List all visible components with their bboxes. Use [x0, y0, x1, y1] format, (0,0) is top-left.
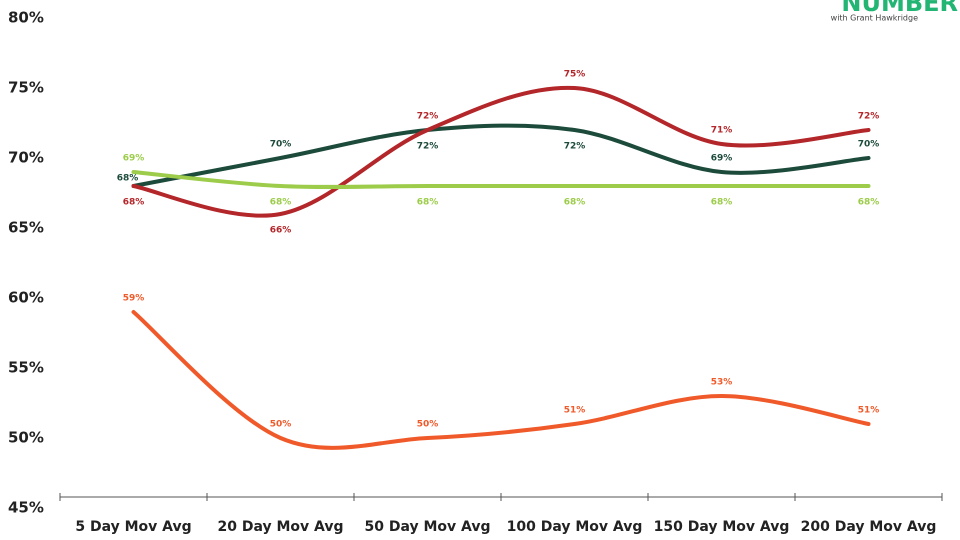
value-label: 68% — [711, 198, 733, 208]
value-label: 51% — [858, 406, 880, 416]
value-label: 66% — [270, 226, 292, 236]
value-label: 72% — [564, 142, 586, 152]
value-label: 70% — [858, 140, 880, 150]
x-tick-label: 20 Day Mov Avg — [217, 519, 343, 535]
y-tick-label: 80% — [8, 9, 44, 27]
line — [131, 85, 871, 218]
value-label: 72% — [858, 112, 880, 122]
line — [131, 170, 871, 190]
x-tick-label: 200 Day Mov Avg — [801, 519, 937, 535]
value-label: 59% — [123, 294, 145, 304]
value-label: 75% — [564, 70, 586, 80]
x-tick-label: 50 Day Mov Avg — [364, 519, 490, 535]
value-label: 68% — [858, 198, 880, 208]
value-label: 69% — [123, 154, 145, 164]
y-tick-label: 55% — [8, 359, 44, 377]
y-tick-label: 50% — [8, 429, 44, 447]
logo-subtitle: with Grant Hawkridge — [831, 14, 918, 23]
value-label: 72% — [417, 142, 439, 152]
value-label: 53% — [711, 378, 733, 388]
value-label: 50% — [417, 420, 439, 430]
value-label: 70% — [270, 140, 292, 150]
x-tick-label: 100 Day Mov Avg — [507, 519, 643, 535]
x-tick-label: 150 Day Mov Avg — [654, 519, 790, 535]
line — [131, 310, 871, 450]
y-tick-label: 45% — [8, 499, 44, 517]
y-tick-label: 60% — [8, 289, 44, 307]
value-label: 72% — [417, 112, 439, 122]
line — [131, 123, 871, 188]
y-tick-label: 65% — [8, 219, 44, 237]
value-label: 68% — [123, 198, 145, 208]
y-tick-label: 70% — [8, 149, 44, 167]
value-label: 68% — [117, 174, 139, 184]
value-label: 50% — [270, 420, 292, 430]
x-tick-label: 5 Day Mov Avg — [75, 519, 191, 535]
logo-title: NUMBER — [841, 0, 958, 17]
value-label: 51% — [564, 406, 586, 416]
y-tick-label: 75% — [8, 79, 44, 97]
value-label: 71% — [711, 126, 733, 136]
value-label: 68% — [564, 198, 586, 208]
value-label: 69% — [711, 154, 733, 164]
value-label: 68% — [270, 198, 292, 208]
value-label: 68% — [417, 198, 439, 208]
